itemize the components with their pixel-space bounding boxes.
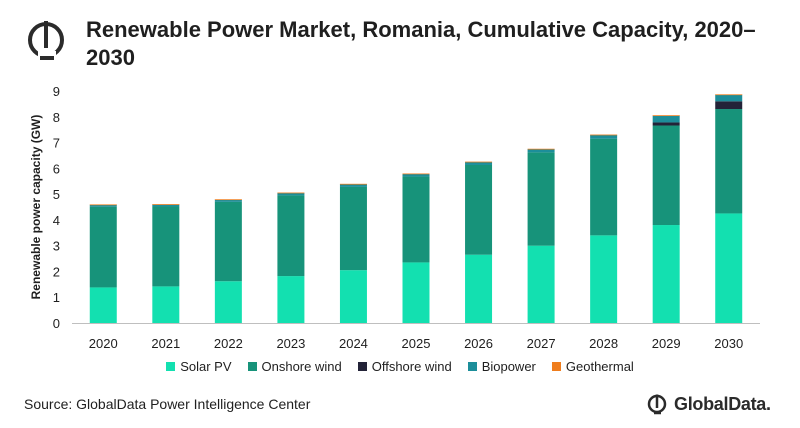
brand-name: GlobalData. <box>674 393 771 414</box>
bar-segment-onshore-2030 <box>715 109 743 214</box>
y-tick-label: 5 <box>53 187 60 202</box>
bar-segment-onshore-2026 <box>465 164 493 255</box>
bar-segment-biopower-2024 <box>339 184 367 187</box>
x-tick-label: 2027 <box>527 336 556 350</box>
x-tick-label: 2028 <box>589 336 618 350</box>
globaldata-logo-icon <box>28 21 64 60</box>
legend-swatch <box>247 361 257 371</box>
bar-segment-geothermal-2022 <box>214 199 242 201</box>
bar-segment-onshore-2022 <box>214 201 242 282</box>
bar-segment-onshore-2021 <box>152 206 180 287</box>
bar-segment-biopower-2027 <box>527 149 555 153</box>
x-tick-label: 2023 <box>276 336 305 350</box>
bar-segment-solar-2022 <box>214 281 242 323</box>
legend-swatch <box>467 361 477 371</box>
bar-segment-solar-2027 <box>527 245 555 323</box>
bar-segment-solar-2025 <box>402 262 430 323</box>
y-tick-label: 1 <box>53 290 60 305</box>
bar-segment-geothermal-2028 <box>590 134 618 136</box>
legend-swatch <box>357 361 367 371</box>
bar-segment-solar-2028 <box>590 235 618 323</box>
y-tick-label: 0 <box>53 316 60 331</box>
bar-segment-biopower-2023 <box>277 192 305 196</box>
y-axis-title: Renewable power capacity (GW) <box>29 115 43 300</box>
bar-segment-geothermal-2021 <box>152 204 180 205</box>
bar-segment-biopower-2028 <box>590 134 618 139</box>
x-tick-label: 2020 <box>89 336 118 350</box>
bar-segment-solar-2021 <box>152 286 180 323</box>
bar-segment-onshore-2027 <box>527 152 555 246</box>
x-tick-label: 2021 <box>151 336 180 350</box>
chart-legend: Solar PV Onshore wind Offshore wind Biopowe… <box>0 356 800 376</box>
legend-item-onshore: Onshore wind <box>247 356 342 376</box>
bar-segment-onshore-2024 <box>339 186 367 271</box>
legend-label: Biopower <box>481 358 536 374</box>
legend-item-biopower: Biopower <box>467 356 536 376</box>
brand-logo: GlobalData. <box>646 392 771 416</box>
bar-segment-biopower-2022 <box>214 199 242 202</box>
bar-segment-biopower-2020 <box>89 204 117 207</box>
bar-segment-onshore-2023 <box>277 195 305 277</box>
x-tick-label: 2025 <box>402 336 431 350</box>
bar-segment-biopower-2029 <box>652 115 680 123</box>
bar-segment-geothermal-2020 <box>89 204 117 206</box>
bar-segment-onshore-2028 <box>590 138 618 236</box>
chart-header: Renewable Power Market, Romania, Cumulat… <box>24 14 784 74</box>
legend-item-geothermal: Geothermal <box>551 356 634 376</box>
bar-segment-biopower-2021 <box>152 204 180 207</box>
legend-label: Geothermal <box>565 358 634 374</box>
bar-segment-solar-2030 <box>715 213 743 323</box>
bar-segment-biopower-2026 <box>465 161 493 165</box>
legend-item-solar: Solar PV <box>166 356 232 376</box>
x-tick-label: 2026 <box>464 336 493 350</box>
source-note: Source: GlobalData Power Intelligence Ce… <box>24 396 311 412</box>
bar-segment-geothermal-2025 <box>402 173 430 175</box>
legend-item-offshore: Offshore wind <box>357 356 452 376</box>
x-tick-label: 2029 <box>652 336 681 350</box>
bar-segment-geothermal-2026 <box>465 161 493 163</box>
x-tick-label: 2024 <box>339 336 368 350</box>
bar-segment-offshore-2030 <box>715 101 743 110</box>
bar-segment-solar-2026 <box>465 254 493 323</box>
bar-segment-onshore-2029 <box>652 125 680 226</box>
bar-segment-onshore-2020 <box>89 206 117 288</box>
legend-swatch <box>551 361 561 371</box>
y-tick-label: 7 <box>53 136 60 151</box>
globaldata-small-logo-icon <box>647 394 667 415</box>
bar-segment-geothermal-2029 <box>652 115 680 117</box>
stacked-bar-chart: Renewable power capacity (GW) 0 1 2 3 4 5 6 7 8 9 2… <box>29 84 760 350</box>
y-tick-label: 2 <box>53 264 60 279</box>
bar-segment-geothermal-2027 <box>527 148 555 150</box>
bar-segment-biopower-2030 <box>715 94 743 102</box>
bar-segment-offshore-2029 <box>652 122 680 126</box>
y-tick-label: 9 <box>53 84 60 99</box>
x-tick-label: 2022 <box>214 336 243 350</box>
y-tick-label: 4 <box>53 213 60 228</box>
y-tick-label: 6 <box>53 161 60 176</box>
bar-segment-onshore-2025 <box>402 176 430 263</box>
bar-segment-biopower-2025 <box>402 173 430 177</box>
y-tick-label: 8 <box>53 110 60 125</box>
bar-segment-geothermal-2024 <box>339 183 367 185</box>
legend-swatch <box>166 361 176 371</box>
bar-segment-geothermal-2030 <box>715 94 743 96</box>
legend-label: Offshore wind <box>371 358 452 374</box>
legend-label: Onshore wind <box>261 358 342 374</box>
legend-label: Solar PV <box>180 358 232 374</box>
chart-title: Renewable Power Market, Romania, Cumulat… <box>86 17 756 70</box>
bar-segment-solar-2024 <box>339 270 367 323</box>
bar-segment-solar-2020 <box>89 287 117 323</box>
bar-segment-solar-2029 <box>652 225 680 323</box>
y-tick-label: 3 <box>53 239 60 254</box>
bar-segment-solar-2023 <box>277 276 305 323</box>
bar-segment-geothermal-2023 <box>277 192 305 194</box>
x-tick-label: 2030 <box>714 336 743 350</box>
